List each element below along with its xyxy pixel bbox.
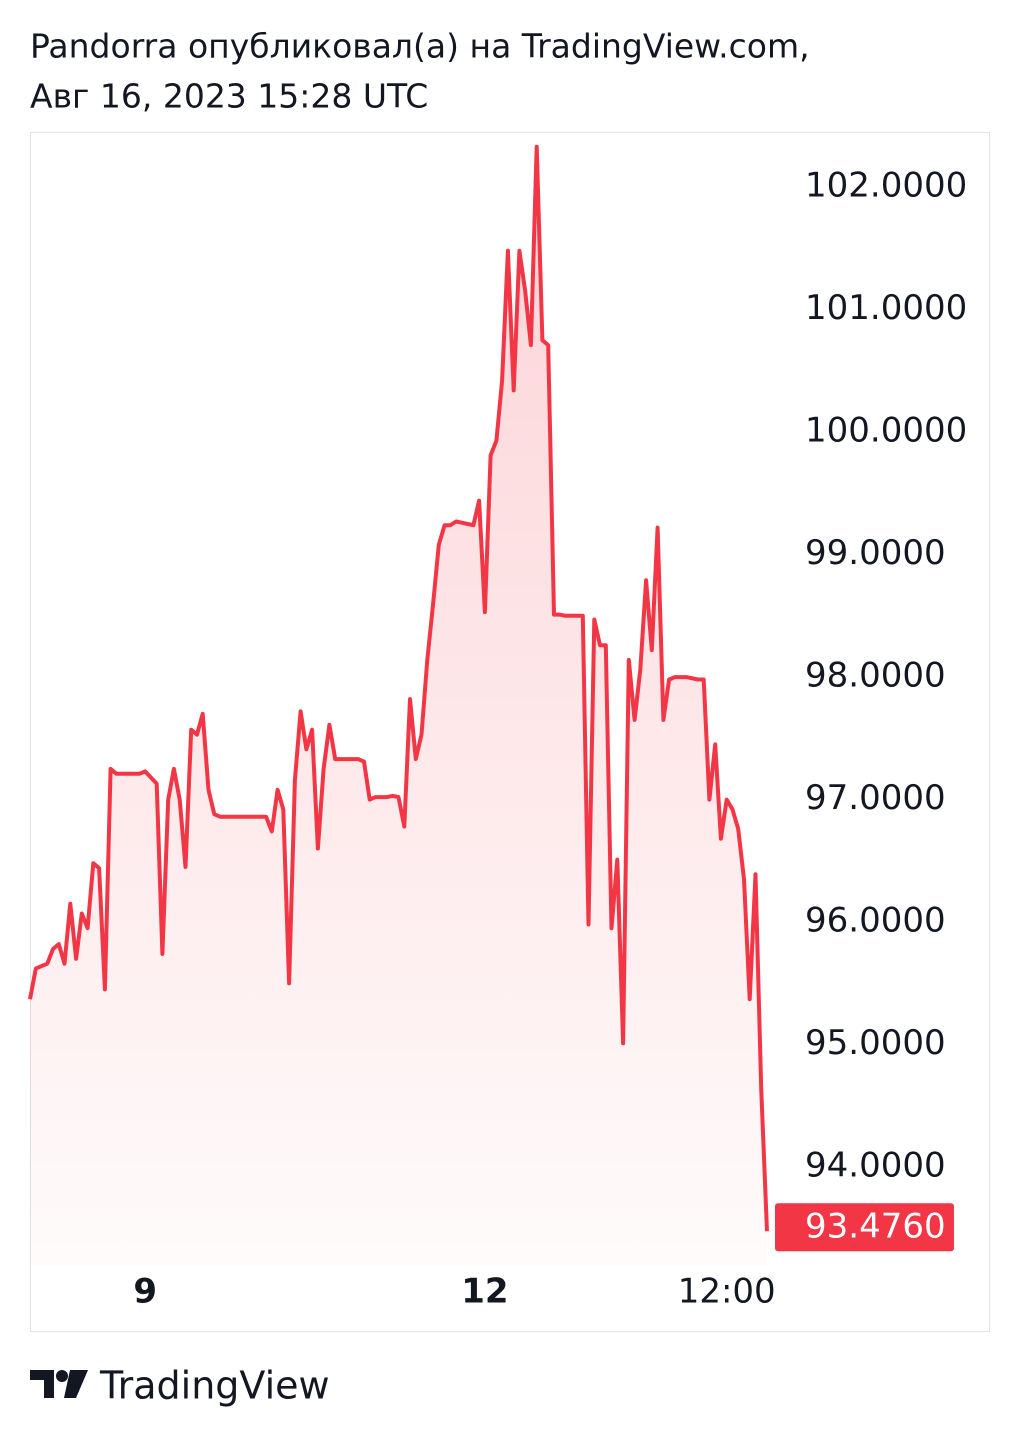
title: Pandorra опубликовал(а) на TradingView.c… xyxy=(30,27,810,66)
y-tick-label: 98.0000 xyxy=(805,656,946,696)
y-tick-label: 100.0000 xyxy=(805,411,967,451)
y-tick-label: 94.0000 xyxy=(805,1146,946,1186)
plot-frame xyxy=(30,132,990,1332)
y-tick-label: 97.0000 xyxy=(805,778,946,818)
logo xyxy=(30,1370,88,1398)
x-tick-label: 9 xyxy=(133,1272,157,1312)
y-tick-label: 102.0000 xyxy=(805,166,967,206)
y-tick-label: 96.0000 xyxy=(805,901,946,941)
last-value-label: 93.4760 xyxy=(805,1207,946,1247)
y-tick-label: 101.0000 xyxy=(805,288,967,328)
last-value-badge xyxy=(775,1203,954,1252)
x-tick-label: 12 xyxy=(461,1272,508,1312)
subtitle: Авг 16, 2023 15:28 UTC xyxy=(30,77,428,116)
y-tick-label: 99.0000 xyxy=(805,533,946,573)
y-tick-label: 95.0000 xyxy=(805,1023,946,1063)
area-fill xyxy=(30,146,767,1266)
brand: TradingView xyxy=(99,1364,330,1408)
line xyxy=(28,144,769,1232)
x-tick-label: 12:00 xyxy=(678,1272,776,1312)
